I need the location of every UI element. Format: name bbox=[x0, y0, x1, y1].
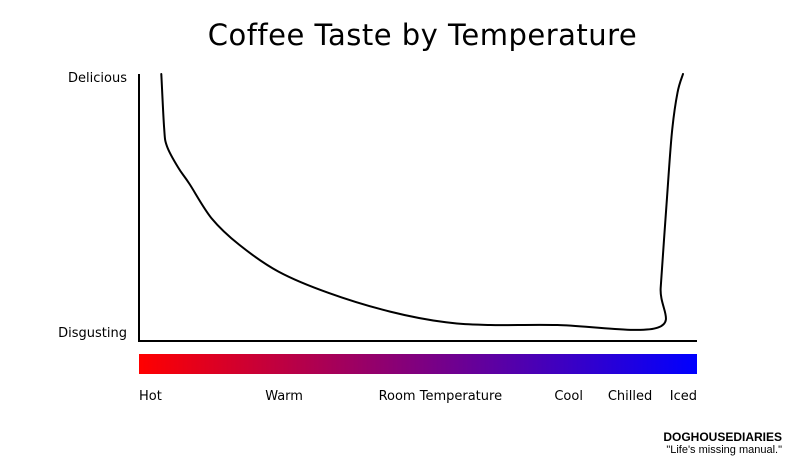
x-tick-label: Iced bbox=[669, 389, 697, 404]
x-tick-label: Warm bbox=[265, 389, 303, 404]
x-tick-label: Chilled bbox=[607, 389, 653, 404]
x-tick-label: Cool bbox=[554, 389, 583, 404]
y-tick-label-top: Delicious bbox=[68, 71, 127, 86]
brand-name: DOGHOUSEDIARIES bbox=[663, 430, 782, 444]
chart-title: Coffee Taste by Temperature bbox=[207, 18, 638, 52]
taste-curve bbox=[160, 73, 684, 331]
x-tick-label: Room Temperature bbox=[378, 389, 503, 404]
x-tick-label: Hot bbox=[139, 389, 162, 404]
brand-tagline: "Life's missing manual." bbox=[666, 444, 782, 456]
brand-logo: DOGHOUSEDIARIES "Life's missing manual." bbox=[663, 431, 782, 457]
y-tick-label-bottom: Disgusting bbox=[58, 326, 127, 341]
temperature-gradient-bar bbox=[139, 354, 697, 374]
